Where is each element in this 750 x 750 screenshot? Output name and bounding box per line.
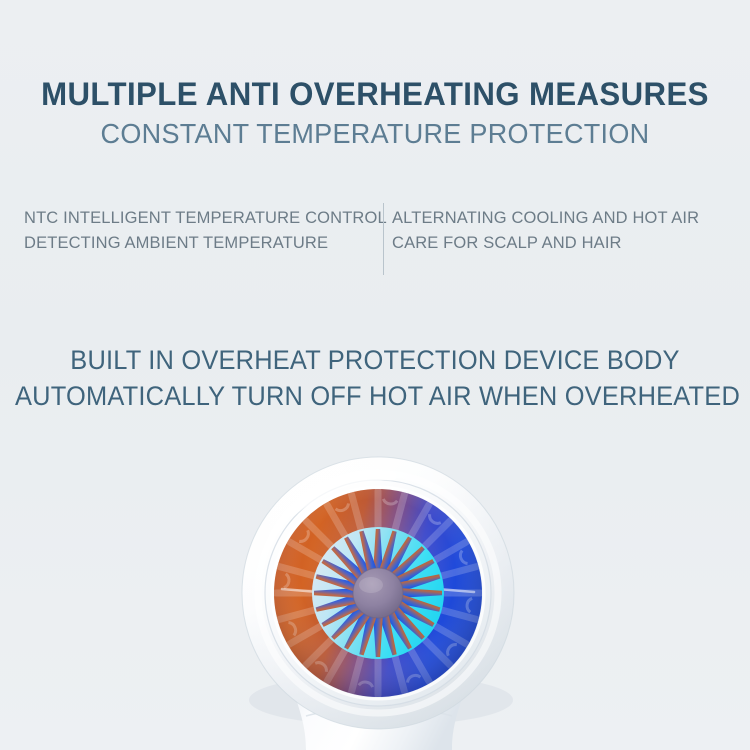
neck-seam	[305, 707, 453, 717]
feature-right-line-2: CARE FOR SCALP AND HAIR	[392, 234, 622, 252]
fan-hub	[353, 568, 403, 618]
feature-column-right: ALTERNATING COOLING AND HOT AIR CARE FOR…	[392, 206, 732, 256]
bezel-inner	[265, 480, 491, 706]
feature-right-line-1: ALTERNATING COOLING AND HOT AIR	[392, 209, 700, 227]
bezel-outer	[242, 457, 514, 729]
secondary-headline-line-1: BUILT IN OVERHEAT PROTECTION DEVICE BODY	[70, 345, 680, 375]
bezel-gloss	[287, 471, 397, 517]
feature-columns: NTC INTELLIGENT TEMPERATURE CONTROL DETE…	[0, 206, 750, 278]
primary-headline-block: MULTIPLE ANTI OVERHEATING MEASURES CONST…	[0, 74, 750, 152]
page-title: MULTIPLE ANTI OVERHEATING MEASURES	[41, 76, 709, 112]
ring-shading	[274, 489, 482, 697]
bezel-inner-edge	[264, 479, 492, 707]
feature-left-line-1: NTC INTELLIGENT TEMPERATURE CONTROL	[24, 209, 387, 227]
secondary-headline-line-2: AUTOMATICALLY TURN OFF HOT AIR WHEN OVER…	[15, 381, 741, 411]
ring-ribs	[274, 489, 482, 697]
dryer-neck	[288, 660, 470, 750]
secondary-headline-block: BUILT IN OVERHEAT PROTECTION DEVICE BODY…	[0, 342, 750, 414]
product-shadow	[249, 674, 513, 726]
fan-hub-highlight	[359, 577, 383, 593]
bezel-outer-edge	[241, 456, 515, 730]
fan-hub-edge	[352, 567, 404, 619]
dryer-handle	[306, 690, 452, 750]
bezel-highlight	[242, 457, 514, 729]
inner-fan-blades	[314, 529, 442, 657]
feature-column-left: NTC INTELLIGENT TEMPERATURE CONTROL DETE…	[24, 206, 387, 256]
column-divider	[383, 203, 384, 275]
heat-cool-ring	[274, 489, 482, 697]
inner-fan-disc	[312, 527, 444, 659]
bezel-inner-ring	[254, 469, 502, 717]
bezel-lip	[270, 485, 486, 701]
feature-left-line-2: DETECTING AMBIENT TEMPERATURE	[24, 234, 329, 252]
page-subtitle: CONSTANT TEMPERATURE PROTECTION	[100, 118, 650, 149]
